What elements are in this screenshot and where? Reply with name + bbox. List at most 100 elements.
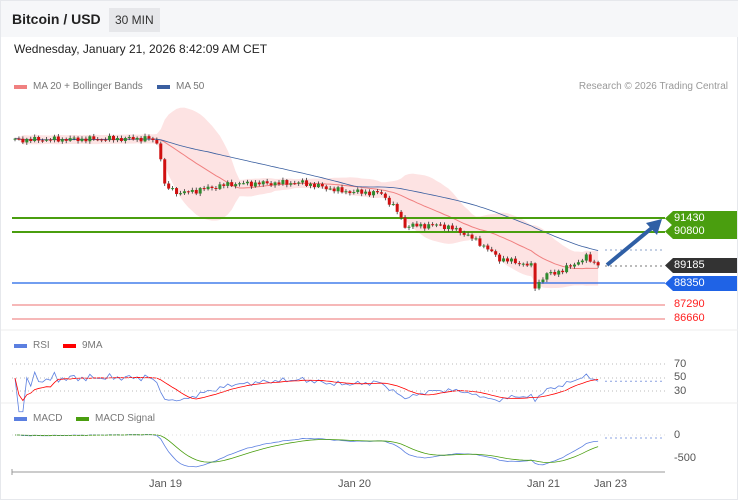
candle (29, 136, 33, 143)
candle (301, 178, 305, 185)
candle (312, 182, 316, 190)
header-bar: Bitcoin / USD 30 MIN (1, 1, 738, 37)
candle (360, 188, 364, 197)
candle (596, 260, 600, 268)
candle (159, 141, 163, 162)
candle (123, 136, 127, 144)
candle (218, 181, 222, 191)
candle (68, 135, 72, 142)
support-2-label: 86660 (674, 312, 705, 324)
candle (442, 222, 446, 231)
pivot-tag: 88350 (665, 276, 737, 291)
rsi-tick: 50 (674, 371, 687, 383)
candle (21, 136, 25, 144)
candle (48, 138, 52, 143)
credit-label: Research © 2026 Trading Central (578, 81, 728, 92)
candle (37, 135, 41, 143)
candle (88, 135, 92, 144)
candle (13, 137, 17, 142)
candle (328, 186, 332, 191)
candle (269, 181, 273, 188)
candle (348, 190, 352, 196)
candle (202, 185, 206, 192)
candle (198, 187, 202, 197)
candle (182, 189, 186, 195)
candle (253, 180, 257, 188)
candle (395, 202, 399, 215)
candle (486, 243, 490, 252)
candle (517, 261, 521, 267)
resistance-2-tag: 91430 (665, 211, 737, 226)
candle (175, 186, 179, 197)
candle (249, 180, 253, 189)
timeframe-button[interactable]: 30 MIN (109, 8, 160, 32)
candle (293, 180, 297, 185)
datetime-label: Wednesday, January 21, 2026 8:42:09 AM C… (14, 42, 268, 56)
x-tick: Jan 21 (527, 478, 561, 490)
candle (84, 136, 88, 144)
candle (309, 182, 312, 189)
x-tick: Jan 20 (338, 478, 372, 490)
candle (289, 181, 293, 187)
candle (561, 268, 565, 275)
candle (305, 177, 309, 188)
candle (545, 272, 549, 283)
candle (576, 259, 580, 266)
candle (147, 134, 151, 141)
candle (171, 186, 175, 191)
instrument-title: Bitcoin / USD (12, 11, 101, 27)
candle (565, 262, 569, 274)
candle (569, 263, 573, 269)
candle (112, 134, 115, 143)
candle (72, 135, 76, 141)
candle (541, 277, 545, 284)
candle (242, 180, 246, 185)
candle (336, 185, 340, 194)
candle (525, 261, 529, 267)
candle (513, 256, 517, 265)
candle (584, 252, 588, 263)
candle (415, 221, 419, 228)
macd-signal-legend: MACD Signal (76, 413, 155, 424)
candle (100, 138, 104, 143)
candle (375, 188, 379, 195)
candle (135, 136, 139, 142)
support-1-label: 87290 (674, 298, 705, 310)
candle (450, 223, 454, 232)
candle (462, 230, 466, 237)
candle (281, 177, 285, 186)
candle (139, 136, 143, 144)
rsi-legend: RSI (14, 340, 50, 351)
candle (186, 190, 190, 195)
candle (454, 225, 458, 231)
candle (435, 223, 439, 228)
candle (163, 157, 167, 186)
candle (466, 232, 470, 237)
candle (458, 227, 462, 236)
candle (553, 269, 557, 276)
candle (403, 215, 407, 229)
candle (214, 186, 218, 191)
candle (64, 137, 68, 144)
candle (494, 249, 498, 257)
rsi-ma-legend: 9MA (63, 340, 103, 351)
candle (474, 236, 478, 241)
candle (529, 261, 533, 268)
candle (332, 186, 336, 194)
candle (498, 253, 502, 264)
candle (470, 233, 474, 242)
candle (482, 244, 486, 249)
candle (222, 182, 226, 189)
candle (167, 181, 171, 190)
candle (257, 180, 261, 187)
candle (352, 189, 356, 195)
candle (356, 187, 360, 194)
candle (151, 136, 155, 143)
candle (344, 189, 348, 195)
candle (96, 137, 100, 142)
candle (407, 225, 411, 231)
candle (190, 187, 194, 194)
candle (119, 135, 123, 143)
arrow-head-icon (646, 219, 662, 235)
